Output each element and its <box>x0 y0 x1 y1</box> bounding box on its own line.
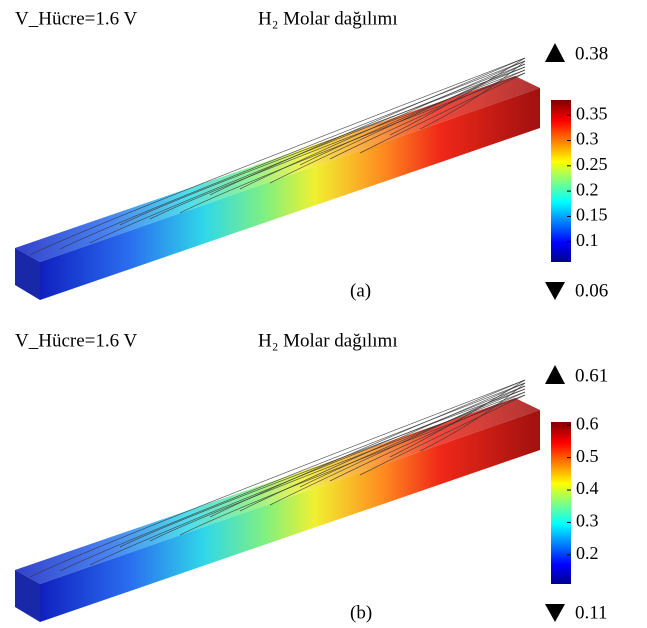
beam-top <box>15 398 540 584</box>
streamline <box>419 60 526 130</box>
min-marker <box>545 604 565 622</box>
streamline <box>269 63 526 184</box>
streamline <box>29 57 526 256</box>
plot-title: H₂ Molar dağılımı <box>258 8 398 29</box>
colorbar-tick-label: 0.35 <box>576 103 608 123</box>
max-marker <box>545 365 565 384</box>
colorbar-tick-label: 0.3 <box>576 129 599 149</box>
colorbar-tick-label: 0.25 <box>576 154 608 174</box>
min-marker <box>545 282 565 300</box>
streamline <box>29 379 526 578</box>
panel: V_Hücre=1.6 V H₂ Molar dağılımı (a) 0.1 0.15… <box>15 8 608 301</box>
parameter-label: V_Hücre=1.6 V <box>15 8 138 29</box>
beam-end <box>15 570 40 622</box>
streamline <box>419 382 526 452</box>
max-marker <box>545 43 565 62</box>
min-label: 0.06 <box>575 280 608 301</box>
colorbar-tick-label: 0.6 <box>576 413 599 433</box>
beam-end <box>15 248 40 300</box>
streamline <box>359 72 526 154</box>
panel: V_Hücre=1.6 V H₂ Molar dağılımı (b) 0.2 0.3 0… <box>15 330 608 623</box>
colorbar-tick-label: 0.15 <box>576 205 608 225</box>
streamline <box>239 382 526 512</box>
beam-top <box>15 76 540 262</box>
plot-title: H₂ Molar dağılımı <box>258 330 398 351</box>
colorbar-tick-label: 0.1 <box>576 230 599 250</box>
caption: (a) <box>350 280 371 301</box>
colorbar-tick-label: 0.5 <box>576 446 599 466</box>
streamline <box>329 69 526 160</box>
streamline <box>209 57 526 196</box>
streamline <box>389 57 526 136</box>
streamline <box>209 379 526 518</box>
colorbar-tick-label: 0.2 <box>576 543 599 563</box>
streamline <box>359 394 526 476</box>
streamline <box>389 379 526 458</box>
colorbar-tick-label: 0.2 <box>576 179 599 199</box>
streamline <box>89 63 526 244</box>
max-label: 0.38 <box>575 43 608 64</box>
max-label: 0.61 <box>575 365 608 386</box>
streamline <box>299 66 526 166</box>
parameter-label: V_Hücre=1.6 V <box>15 330 138 351</box>
caption: (b) <box>350 602 372 623</box>
colorbar-tick-label: 0.4 <box>576 478 599 498</box>
beam-front <box>40 88 540 300</box>
streamline <box>269 385 526 506</box>
streamline <box>89 385 526 566</box>
beam-front <box>40 410 540 622</box>
streamline <box>299 388 526 488</box>
streamline <box>239 60 526 190</box>
colorbar-tick-label: 0.3 <box>576 511 599 531</box>
colorbar <box>551 422 571 584</box>
colorbar <box>551 100 571 262</box>
min-label: 0.11 <box>575 602 608 623</box>
streamline <box>329 391 526 482</box>
